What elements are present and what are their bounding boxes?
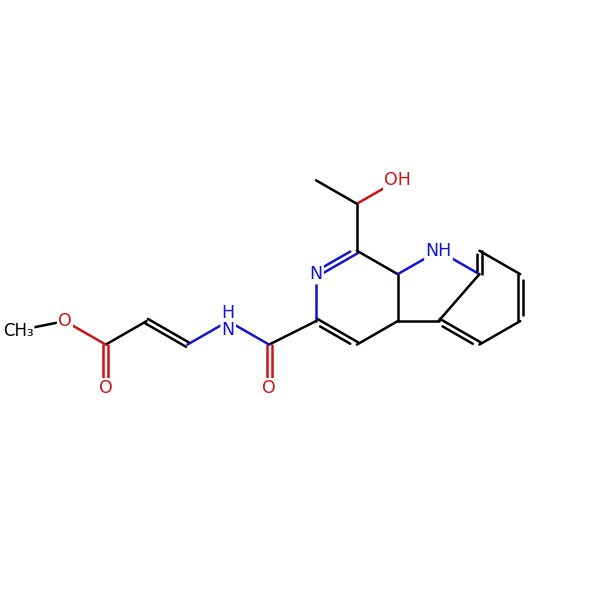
Text: CH₃: CH₃	[2, 322, 33, 340]
Text: O: O	[262, 379, 276, 397]
Text: O: O	[99, 379, 113, 397]
Text: NH: NH	[425, 242, 452, 260]
Text: H: H	[221, 312, 235, 330]
Text: H: H	[221, 304, 235, 322]
Text: N: N	[221, 320, 235, 338]
Text: OH: OH	[384, 172, 411, 190]
Text: N: N	[310, 265, 323, 283]
Text: O: O	[58, 312, 72, 330]
